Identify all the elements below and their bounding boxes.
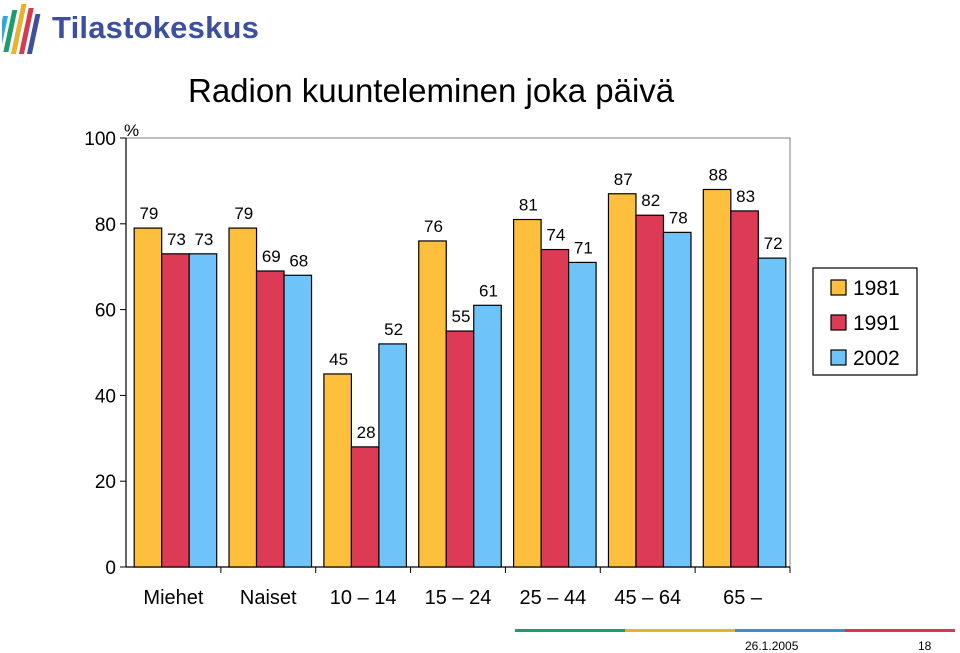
data-label: 73: [167, 230, 186, 249]
bar: [228, 227, 258, 568]
data-label: 71: [574, 238, 593, 257]
bar: [607, 193, 637, 568]
bar: [283, 274, 313, 568]
footer-stripe-4: [845, 629, 955, 632]
y-tick-label: 40: [95, 386, 116, 407]
data-label: 81: [519, 196, 538, 215]
legend-box: [812, 267, 918, 376]
y-tick-label: 0: [105, 558, 116, 579]
bar: [473, 304, 502, 568]
legend-swatch: [830, 279, 847, 296]
x-tick-label: 25 – 44: [519, 587, 586, 609]
footer-stripe-2: [625, 629, 735, 632]
data-label: 79: [139, 204, 158, 223]
bar: [133, 227, 163, 568]
bar: [255, 270, 285, 568]
data-label: 78: [669, 208, 688, 227]
page-number: 18: [918, 639, 932, 653]
data-label: 55: [452, 307, 471, 326]
data-label: 52: [384, 320, 403, 339]
data-label: 28: [357, 423, 376, 442]
chart-title: Radion kuunteleminen joka päivä: [188, 72, 675, 109]
x-tick-label: 10 – 14: [330, 587, 397, 609]
x-tick-label: 45 – 64: [614, 587, 681, 609]
brand-name: Tilastokeskus: [52, 10, 260, 45]
data-label: 74: [546, 226, 565, 245]
y-tick-label: 60: [95, 301, 116, 322]
legend-label: 1991: [853, 312, 900, 335]
legend-swatch: [830, 314, 847, 331]
bar: [635, 214, 665, 568]
bar: [188, 253, 218, 568]
bar: [730, 210, 759, 568]
y-tick-label: 100: [84, 129, 116, 150]
x-tick-label: Miehet: [143, 587, 203, 609]
footer-date: 26.1.2005: [745, 639, 799, 653]
bar: [540, 248, 570, 568]
x-tick-label: Naiset: [240, 587, 297, 609]
legend-swatch: [830, 349, 847, 366]
bar: [378, 343, 407, 568]
footer-stripe-3: [735, 629, 845, 632]
y-tick-label: 80: [95, 215, 116, 236]
bar: [323, 373, 352, 568]
legend-label: 2002: [853, 347, 900, 370]
bar: [350, 446, 380, 568]
footer-stripe-1: [515, 629, 625, 632]
tilastokeskus-bar-logo-icon: [2, 4, 41, 54]
data-label: 69: [262, 247, 281, 266]
data-label: 82: [641, 191, 660, 210]
bar: [568, 261, 597, 568]
bar-chart: 0 20 40 60 80 100 % Miehet Naiset 10 – 14 15 – 24 2…: [84, 121, 918, 609]
legend-label: 1981: [853, 277, 900, 300]
data-label: 45: [329, 350, 348, 369]
bar: [513, 218, 542, 568]
bar: [161, 253, 190, 568]
bar: [418, 240, 447, 568]
bar: [757, 257, 787, 568]
plot-area-border: [126, 137, 791, 567]
x-tick-label: 65 –: [723, 587, 763, 609]
data-label: 72: [764, 234, 783, 253]
data-label: 73: [194, 230, 213, 249]
y-tick-label: 20: [95, 472, 116, 493]
data-label: 76: [424, 217, 443, 236]
x-tick-label: 15 – 24: [425, 587, 492, 609]
data-label: 88: [709, 165, 728, 184]
bar: [702, 188, 732, 568]
y-axis-label: %: [124, 121, 139, 140]
data-label: 61: [479, 281, 498, 300]
data-label: 83: [736, 187, 755, 206]
bar: [662, 231, 692, 568]
data-label: 68: [289, 251, 308, 270]
bar: [445, 330, 475, 568]
tilastokeskus-logo: [2, 4, 41, 54]
data-label: 79: [234, 204, 253, 223]
data-label: 87: [614, 170, 633, 189]
